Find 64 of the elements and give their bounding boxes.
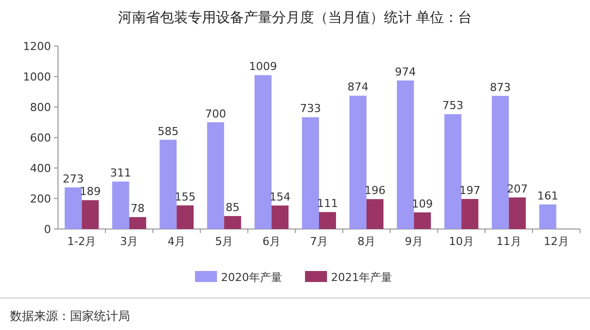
bar [112, 182, 130, 229]
data-label: 207 [506, 182, 528, 196]
data-label: 974 [394, 65, 416, 78]
x-tick-label: 11月 [496, 235, 522, 248]
x-tick-label: 8月 [357, 235, 376, 248]
x-tick-label: 3月 [120, 235, 138, 248]
y-tick-label: 1200 [23, 40, 51, 53]
data-label: 1009 [249, 60, 278, 74]
bar [176, 205, 194, 229]
bar [160, 140, 177, 229]
data-label: 874 [347, 80, 368, 94]
bar [508, 197, 526, 229]
bar [366, 199, 384, 229]
x-tick-label: 6月 [262, 235, 281, 248]
bar [461, 198, 478, 229]
bar [254, 75, 272, 229]
data-label: 78 [130, 202, 145, 216]
x-tick-label: 1-2月 [67, 235, 96, 248]
legend-label: 2020年产量 [221, 271, 282, 284]
x-tick-label: 9月 [404, 235, 423, 248]
bar [444, 114, 462, 229]
x-tick-label: 7月 [310, 235, 328, 248]
bar [539, 204, 556, 229]
data-label: 85 [226, 201, 240, 214]
bar [492, 96, 509, 229]
data-label: 700 [205, 107, 226, 120]
bar [272, 206, 289, 229]
x-tick-label: 10月 [448, 235, 474, 248]
data-label: 873 [490, 80, 511, 94]
bar [64, 187, 82, 229]
bar [414, 212, 431, 229]
data-label: 273 [62, 172, 84, 186]
data-label: 311 [110, 166, 132, 180]
bar [207, 122, 224, 229]
data-label: 733 [300, 102, 321, 116]
y-tick-label: 600 [30, 132, 51, 144]
x-tick-label: 5月 [215, 235, 234, 248]
y-tick-label: 1000 [23, 70, 51, 84]
source-note: 数据来源：国家统计局 [10, 309, 130, 323]
data-label: 585 [158, 124, 179, 138]
bar [82, 200, 99, 229]
x-tick-label: 4月 [168, 235, 186, 248]
x-tick-label: 12月 [544, 235, 569, 248]
data-label: 155 [174, 190, 196, 204]
y-tick-label: 0 [44, 223, 51, 236]
y-tick-label: 200 [30, 192, 51, 206]
bar [319, 212, 336, 229]
chart-title: 河南省包装专用设备产量分月度（当月值）统计 单位：台 [118, 10, 472, 26]
bar [396, 80, 414, 229]
data-label: 196 [364, 184, 386, 198]
y-tick-label: 800 [30, 101, 51, 114]
data-label: 189 [80, 185, 101, 198]
legend-label: 2021年产量 [331, 271, 392, 284]
bar [129, 217, 146, 229]
bar [349, 96, 366, 229]
data-label: 161 [537, 189, 558, 202]
y-tick-label: 400 [30, 162, 51, 175]
data-label: 111 [317, 197, 338, 210]
data-label: 197 [459, 184, 480, 197]
data-label: 109 [412, 197, 433, 210]
data-label: 753 [442, 99, 464, 112]
data-label: 154 [270, 190, 291, 204]
bar [224, 216, 242, 229]
bar [302, 117, 319, 229]
